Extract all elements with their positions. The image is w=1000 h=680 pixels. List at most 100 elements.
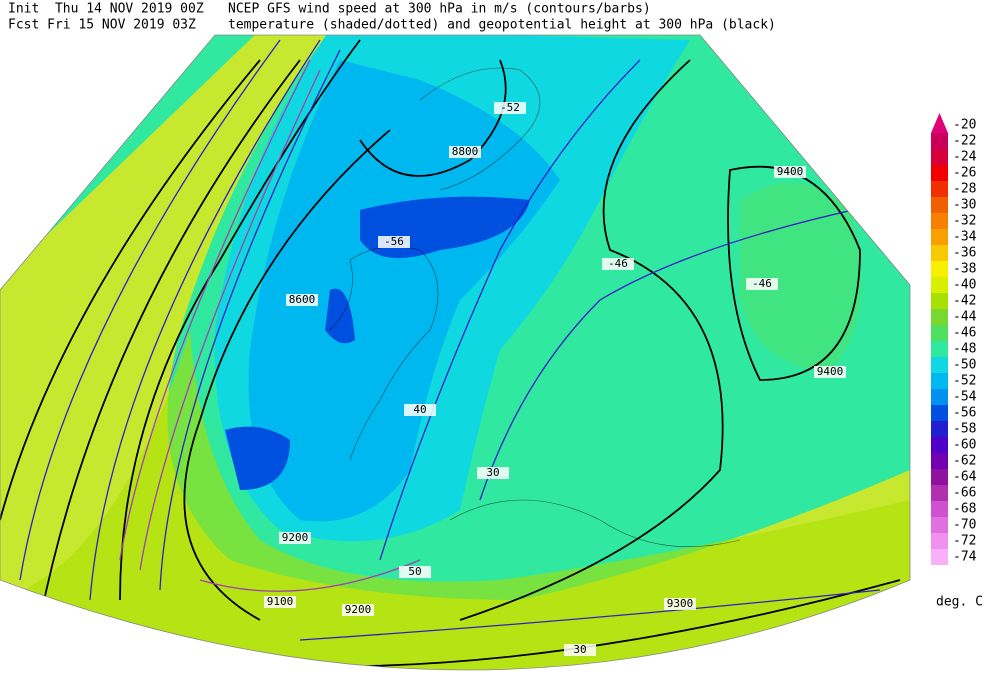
colorbar-swatch — [931, 517, 948, 533]
colorbar-label: -28 — [953, 182, 976, 197]
forecast-time: Fcst Fri 15 NOV 2019 03Z — [8, 18, 196, 33]
map-label: 9400 — [817, 365, 844, 378]
colorbar-label: -50 — [953, 358, 976, 373]
wind-contours — [19, 39, 901, 641]
map-label: 30 — [486, 466, 499, 479]
map-label: 8800 — [452, 145, 479, 158]
colorbar-label: -74 — [953, 550, 977, 565]
colorbar-label: -32 — [953, 214, 976, 229]
colorbar-swatch — [931, 341, 948, 357]
map-label: 9300 — [667, 597, 694, 610]
title-line1: NCEP GFS wind speed at 300 hPa in m/s (c… — [228, 2, 651, 17]
colorbar-swatch — [931, 293, 948, 309]
colorbar-swatch — [931, 325, 948, 341]
colorbar-label: -62 — [953, 454, 976, 469]
colorbar-swatch — [931, 485, 948, 501]
colorbar-swatch — [931, 261, 948, 277]
colorbar-swatch — [931, 357, 948, 373]
jet-contours — [119, 59, 421, 592]
colorbar-swatch — [931, 405, 948, 421]
colorbar-arrow — [931, 113, 948, 133]
map-label-box — [494, 102, 526, 114]
field-blue — [248, 60, 561, 522]
map-label-box — [477, 467, 509, 479]
map-label-box — [279, 532, 311, 544]
colorbar-label: -34 — [953, 230, 977, 245]
colorbar-label: -68 — [953, 502, 976, 517]
colorbar-label: -30 — [953, 198, 976, 213]
colorbar-label: -72 — [953, 534, 976, 549]
map-label: 50 — [408, 565, 421, 578]
map-labels: 9400 9400 9300 9200 9100 8800 8600 9200 30 40 50 30… — [264, 101, 846, 656]
colorbar-swatch — [931, 453, 948, 469]
colorbar-label: -64 — [953, 470, 977, 485]
map-label: -46 — [752, 277, 772, 290]
colorbar-swatch — [931, 277, 948, 293]
map-label-box — [814, 366, 846, 378]
colorbar-label: -22 — [953, 134, 976, 149]
colorbar-swatch — [931, 549, 948, 565]
colorbar-swatch — [931, 165, 948, 181]
colorbar-swatch — [931, 245, 948, 261]
map-label: 8600 — [289, 293, 316, 306]
colorbar-swatch — [931, 213, 948, 229]
title-line2: temperature (shaded/dotted) and geopoten… — [228, 18, 776, 33]
map-label: 9200 — [345, 603, 372, 616]
colorbar-swatch — [931, 149, 948, 165]
colorbar-unit: deg. C — [936, 595, 983, 610]
field-darkblue — [225, 196, 530, 490]
map-label: 9200 — [282, 531, 309, 544]
map-label: 9400 — [777, 165, 804, 178]
map-label: -52 — [500, 101, 520, 114]
map-label-box — [602, 258, 634, 270]
map-label-box — [564, 644, 596, 656]
map-label: 9100 — [267, 595, 294, 608]
map-label-box — [264, 596, 296, 608]
colorbar-label: -48 — [953, 342, 976, 357]
colorbar-swatch — [931, 197, 948, 213]
colorbar-label: -66 — [953, 486, 976, 501]
map-field — [0, 35, 910, 670]
colorbar-label: -56 — [953, 406, 976, 421]
map-label: 40 — [413, 403, 426, 416]
map-label-box — [664, 598, 696, 610]
map-label-box — [774, 166, 806, 178]
colorbar-label: -44 — [953, 310, 977, 325]
height-contours — [0, 39, 901, 668]
colorbar-swatch — [931, 373, 948, 389]
map-label: 30 — [573, 643, 586, 656]
colorbar-label: -26 — [953, 166, 976, 181]
colorbar-label: -24 — [953, 150, 977, 165]
init-time: Init Thu 14 NOV 2019 00Z — [8, 2, 204, 17]
map-label-box — [399, 566, 431, 578]
colorbar-swatch — [931, 437, 948, 453]
colorbar-label: -40 — [953, 278, 976, 293]
colorbar-label: -52 — [953, 374, 976, 389]
map-label-box — [746, 278, 778, 290]
map-label-box — [378, 236, 410, 248]
colorbar-swatch — [931, 181, 948, 197]
map-label: -56 — [384, 235, 404, 248]
map-label-box — [286, 294, 318, 306]
coastlines — [329, 67, 741, 547]
colorbar-swatch — [931, 229, 948, 245]
colorbar-swatch — [931, 309, 948, 325]
colorbar-label: -20 — [953, 118, 976, 133]
colorbar-label: -38 — [953, 262, 976, 277]
colorbar-label: -42 — [953, 294, 976, 309]
map-label-box — [404, 404, 436, 416]
colorbar-swatch — [931, 533, 948, 549]
colorbar-label: -54 — [953, 390, 977, 405]
field-highcenter — [740, 182, 862, 370]
map-label-box — [449, 146, 481, 158]
colorbar-label: -60 — [953, 438, 976, 453]
colorbar-swatch — [931, 469, 948, 485]
colorbar-swatch — [931, 421, 948, 437]
map-label-box — [342, 604, 374, 616]
colorbar-swatch — [931, 389, 948, 405]
colorbar-swatch — [931, 501, 948, 517]
colorbar-label: -36 — [953, 246, 976, 261]
colorbar-label: -46 — [953, 326, 976, 341]
colorbar-label: -70 — [953, 518, 976, 533]
